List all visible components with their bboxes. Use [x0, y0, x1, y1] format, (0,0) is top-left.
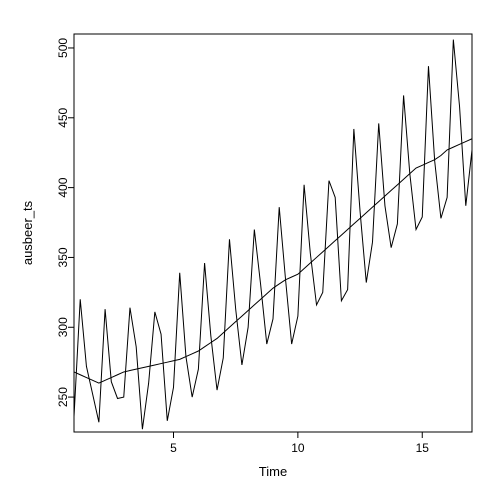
y-tick-label: 400 [56, 177, 70, 197]
y-tick-label: 350 [56, 247, 70, 267]
x-tick-label: 10 [291, 441, 305, 455]
y-tick-label: 250 [56, 387, 70, 407]
x-axis-label: Time [259, 464, 287, 479]
x-tick-label: 5 [170, 441, 177, 455]
line-chart: 250 300 350 400 450 500 5 10 15 Time ausbeer_ts [0, 0, 504, 504]
x-axis: 5 10 15 [170, 432, 429, 455]
trend-line [74, 139, 472, 383]
y-tick-label: 300 [56, 317, 70, 337]
y-tick-label: 450 [56, 107, 70, 127]
y-axis-label: ausbeer_ts [20, 200, 35, 265]
series-line [74, 40, 472, 430]
plot-box [74, 34, 472, 432]
x-tick-label: 15 [416, 441, 430, 455]
y-axis: 250 300 350 400 450 500 [56, 38, 74, 407]
y-tick-label: 500 [56, 38, 70, 58]
